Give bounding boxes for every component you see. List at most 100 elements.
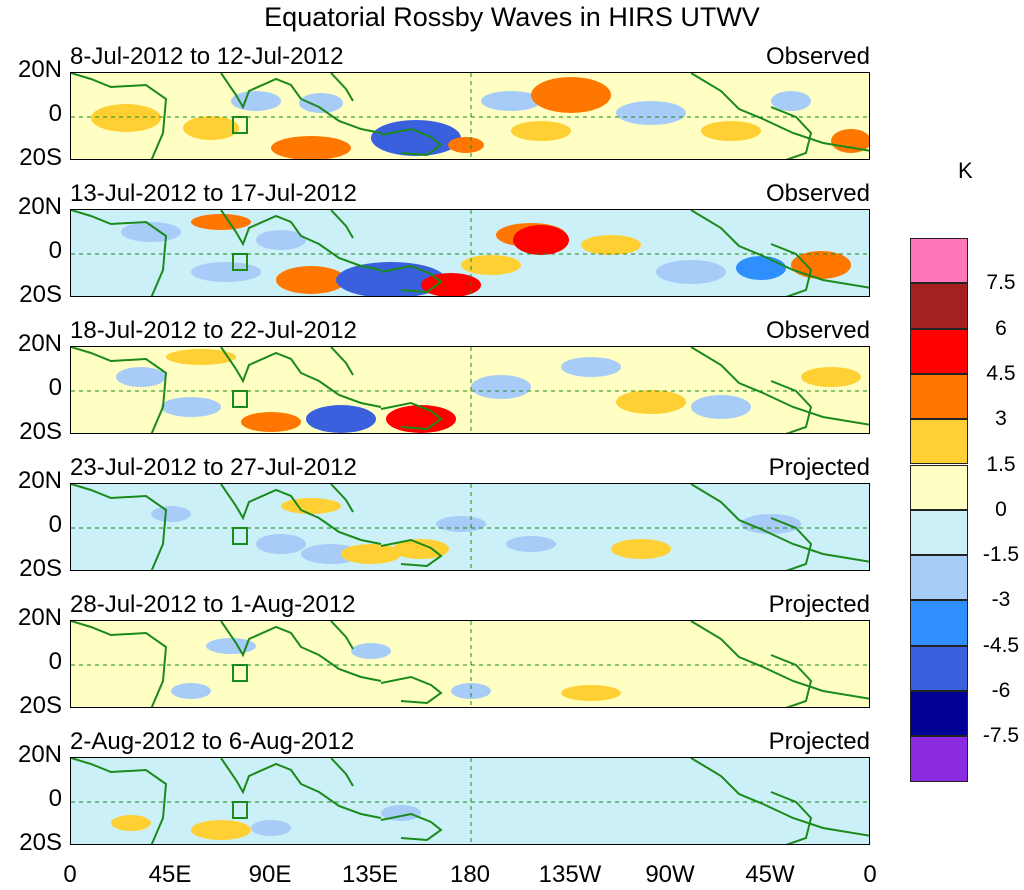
latitude-tick-label: 20N bbox=[17, 56, 62, 83]
coastline bbox=[380, 401, 443, 431]
anomaly-contour bbox=[161, 397, 221, 417]
rossby-wave-map bbox=[70, 209, 870, 297]
colorbar-swatch bbox=[910, 238, 968, 284]
panel-date-range: 23-Jul-2012 to 27-Jul-2012 bbox=[70, 454, 357, 481]
longitude-tick-label: 45W bbox=[745, 861, 795, 888]
coastline bbox=[380, 538, 443, 568]
colorbar-swatch bbox=[910, 509, 968, 556]
anomaly-contour bbox=[691, 395, 751, 419]
anomaly-contour bbox=[191, 214, 251, 230]
anomaly-contour bbox=[513, 225, 569, 255]
latitude-tick-label: 0 bbox=[48, 100, 62, 127]
panel-status: Observed bbox=[765, 43, 870, 70]
anomaly-contour bbox=[191, 262, 261, 282]
anomaly-contour bbox=[531, 77, 611, 113]
anomaly-contour bbox=[461, 255, 521, 275]
anomaly-contour bbox=[436, 516, 486, 532]
coastline bbox=[71, 758, 168, 844]
anomaly-contour bbox=[741, 514, 801, 534]
latitude-tick-label: 20S bbox=[19, 555, 62, 582]
coastline bbox=[330, 621, 354, 650]
panel-date-range: 2-Aug-2012 to 6-Aug-2012 bbox=[70, 728, 355, 755]
longitude-tick-label: 0 bbox=[863, 861, 877, 888]
latitude-tick-label: 20N bbox=[17, 193, 62, 220]
latitude-tick-label: 20N bbox=[17, 741, 62, 768]
anomaly-contour bbox=[151, 506, 191, 522]
anomaly-contour bbox=[299, 93, 343, 113]
anomaly-contour bbox=[306, 405, 376, 433]
coastline bbox=[380, 675, 443, 705]
colorbar-tick-label: -7.5 bbox=[982, 724, 1020, 748]
panel-status: Projected bbox=[768, 454, 870, 481]
longitude-tick-label: 135E bbox=[341, 861, 399, 888]
colorbar-tick-label: 3 bbox=[995, 407, 1007, 431]
colorbar-tick-label: -6 bbox=[991, 679, 1011, 702]
anomaly-contour bbox=[183, 116, 239, 140]
colorbar-swatch bbox=[910, 645, 968, 691]
colorbar-tick-label: 1.5 bbox=[986, 452, 1016, 476]
anomaly-contour bbox=[561, 357, 621, 377]
anomaly-contour bbox=[451, 683, 491, 699]
latitude-tick-label: 0 bbox=[48, 511, 62, 538]
anomaly-contour bbox=[281, 498, 341, 514]
coastline bbox=[71, 484, 168, 570]
coastline bbox=[330, 484, 354, 513]
longitude-tick-label: 135W bbox=[538, 861, 602, 888]
colorbar-tick-label: 0 bbox=[995, 497, 1007, 521]
coastline bbox=[690, 758, 869, 837]
anomaly-contour bbox=[251, 820, 291, 836]
colorbar-tick-label: 6 bbox=[995, 316, 1007, 340]
colorbar-swatch bbox=[910, 419, 968, 465]
coastline bbox=[380, 264, 443, 294]
coastline bbox=[220, 347, 382, 408]
anomaly-contour bbox=[116, 367, 166, 387]
anomaly-contour bbox=[91, 104, 161, 132]
coastline bbox=[71, 210, 168, 296]
anomaly-contour bbox=[611, 539, 671, 559]
anomaly-contour bbox=[616, 101, 686, 125]
colorbar-tick-label: 4.5 bbox=[986, 361, 1016, 385]
coastline bbox=[71, 73, 168, 159]
anomaly-contour bbox=[271, 136, 351, 159]
anomaly-contour bbox=[191, 820, 251, 840]
latitude-tick-label: 0 bbox=[48, 648, 62, 675]
panel-date-range: 28-Jul-2012 to 1-Aug-2012 bbox=[70, 591, 356, 618]
coastline bbox=[690, 347, 869, 426]
coastline bbox=[770, 791, 813, 844]
latitude-tick-label: 0 bbox=[48, 237, 62, 264]
coastline bbox=[770, 380, 813, 433]
latitude-tick-label: 20S bbox=[19, 692, 62, 719]
anomaly-contour bbox=[351, 643, 391, 659]
longitude-tick-label: 45E bbox=[148, 861, 192, 888]
coastline bbox=[71, 621, 168, 707]
anomaly-contour bbox=[171, 683, 211, 699]
coastline bbox=[770, 243, 813, 296]
colorbar-swatch bbox=[910, 328, 968, 374]
anomaly-contour bbox=[471, 375, 531, 399]
anomaly-contour bbox=[831, 129, 869, 153]
coastline bbox=[690, 73, 869, 152]
longitude-tick-label: 90E bbox=[248, 861, 292, 888]
anomaly-contour bbox=[481, 91, 541, 111]
anomaly-contour bbox=[241, 412, 301, 432]
latitude-tick-label: 20N bbox=[17, 467, 62, 494]
anomaly-contour bbox=[736, 256, 786, 280]
panel-status: Observed bbox=[765, 317, 870, 344]
colorbar-swatch bbox=[910, 691, 968, 737]
latitude-tick-label: 20N bbox=[17, 604, 62, 631]
panel-date-range: 8-Jul-2012 to 12-Jul-2012 bbox=[70, 43, 344, 70]
rossby-wave-map bbox=[70, 72, 870, 160]
coastline bbox=[220, 210, 382, 271]
anomaly-contour bbox=[581, 235, 641, 255]
colorbar-swatch bbox=[910, 283, 968, 329]
coastline bbox=[690, 210, 869, 289]
anomaly-contour bbox=[386, 405, 456, 433]
anomaly-contour bbox=[393, 539, 449, 559]
colorbar-swatch bbox=[910, 464, 968, 510]
coastline bbox=[220, 73, 382, 134]
latitude-tick-label: 20N bbox=[17, 330, 62, 357]
panel-status: Projected bbox=[768, 728, 870, 755]
anomaly-contour bbox=[448, 137, 484, 153]
coastline bbox=[71, 347, 168, 433]
anomaly-contour bbox=[256, 534, 306, 554]
